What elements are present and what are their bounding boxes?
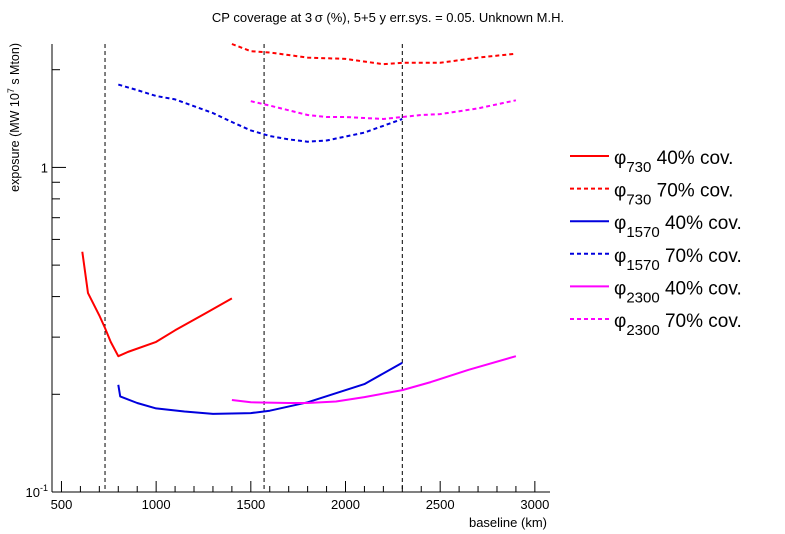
x-axis-label: baseline (km) (469, 515, 547, 530)
legend: φ730 40% cov. φ730 70% cov. φ1570 40% cov.… (570, 148, 742, 339)
legend-entry-1: φ730 70% cov. (570, 181, 733, 209)
y-axis-label-sup: 7 (6, 88, 16, 93)
legend-entry-0: φ730 40% cov. (570, 148, 733, 176)
x-tick-label: 1000 (142, 497, 171, 512)
legend-entry-4: φ2300 40% cov. (570, 278, 742, 306)
series-line-5 (250, 99, 517, 120)
legend-entry-3: φ1570 70% cov. (570, 246, 742, 274)
x-tick-label: 2000 (331, 497, 360, 512)
legend-label: φ2300 70% cov. (614, 311, 742, 339)
legend-label: φ1570 70% cov. (614, 246, 742, 274)
y-tick-label: 1 (41, 160, 48, 175)
series-line-3 (118, 83, 403, 143)
legend-entry-5: φ2300 70% cov. (570, 311, 742, 339)
y-axis-label-pre: exposure (MW 10 (8, 93, 22, 192)
plot-area: 500 1000 1500 2000 2500 3000 1 10-1 (26, 43, 550, 512)
series-line-4 (231, 355, 517, 404)
legend-label: φ730 70% cov. (614, 181, 733, 209)
chart-title: CP coverage at 3 σ (%), 5+5 y err.sys. =… (212, 10, 564, 25)
legend-label: φ2300 40% cov. (614, 278, 742, 306)
legend-entry-2: φ1570 40% cov. (570, 213, 742, 241)
series-line-0 (81, 251, 233, 358)
legend-label: φ1570 40% cov. (614, 213, 742, 241)
legend-label: φ730 40% cov. (614, 148, 733, 176)
y-axis-label-post: s Mton) (8, 43, 22, 88)
y-axis-label: exposure (MW 107 s Mton) (6, 43, 22, 192)
x-tick-label: 2500 (426, 497, 455, 512)
x-tick-label: 1500 (236, 497, 265, 512)
x-tick-label: 3000 (520, 497, 549, 512)
x-tick-label: 500 (51, 497, 73, 512)
series-line-2 (117, 361, 403, 415)
series-line-1 (231, 43, 517, 66)
y-tick-label: 10-1 (26, 483, 48, 500)
